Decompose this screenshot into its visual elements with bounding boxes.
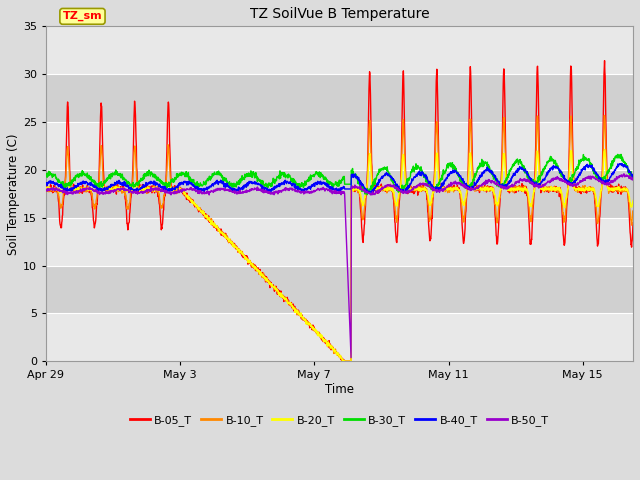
Bar xyxy=(46,313,633,361)
Legend: B-05_T, B-10_T, B-20_T, B-30_T, B-40_T, B-50_T: B-05_T, B-10_T, B-20_T, B-30_T, B-40_T, … xyxy=(125,410,554,430)
Text: TZ_sm: TZ_sm xyxy=(63,11,102,22)
Title: TZ SoilVue B Temperature: TZ SoilVue B Temperature xyxy=(250,7,429,21)
Bar xyxy=(46,74,633,122)
Bar xyxy=(46,122,633,170)
Bar xyxy=(46,170,633,218)
Y-axis label: Soil Temperature (C): Soil Temperature (C) xyxy=(7,133,20,254)
Bar xyxy=(46,265,633,313)
Bar xyxy=(46,218,633,265)
X-axis label: Time: Time xyxy=(325,383,354,396)
Bar xyxy=(46,26,633,74)
